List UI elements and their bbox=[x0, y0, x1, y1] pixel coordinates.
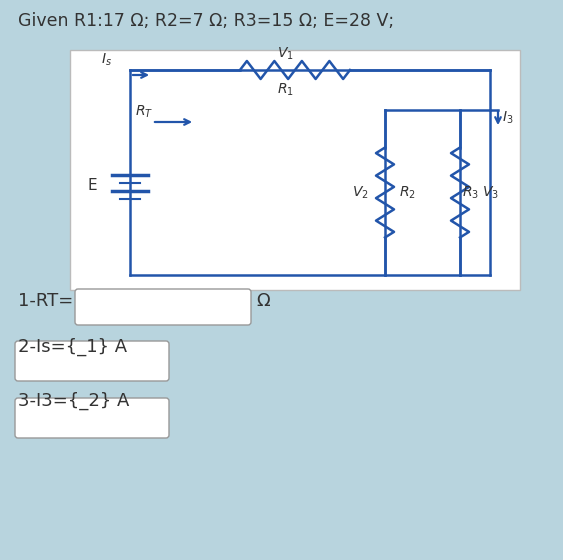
Text: $R_2$: $R_2$ bbox=[399, 184, 416, 200]
Text: E: E bbox=[87, 178, 97, 193]
Text: $I_s$: $I_s$ bbox=[101, 52, 112, 68]
Text: $V_2$: $V_2$ bbox=[352, 184, 369, 200]
Text: 3-I3={_2} A: 3-I3={_2} A bbox=[18, 392, 129, 410]
Text: $R_T$: $R_T$ bbox=[135, 104, 153, 120]
Text: $V_3$: $V_3$ bbox=[482, 184, 499, 200]
FancyBboxPatch shape bbox=[15, 341, 169, 381]
Text: 1-RT=: 1-RT= bbox=[18, 292, 73, 310]
Text: $R_1$: $R_1$ bbox=[276, 82, 293, 99]
Text: $R_3$: $R_3$ bbox=[462, 184, 479, 200]
FancyBboxPatch shape bbox=[75, 289, 251, 325]
Text: Ω: Ω bbox=[256, 292, 270, 310]
FancyBboxPatch shape bbox=[15, 398, 169, 438]
FancyBboxPatch shape bbox=[70, 50, 520, 290]
Text: Given R1:17 Ω; R2=7 Ω; R3=15 Ω; E=28 V;: Given R1:17 Ω; R2=7 Ω; R3=15 Ω; E=28 V; bbox=[18, 12, 394, 30]
Text: $I_3$: $I_3$ bbox=[502, 110, 513, 126]
Text: $V_1$: $V_1$ bbox=[276, 45, 293, 62]
Text: 2-Is={_1} A: 2-Is={_1} A bbox=[18, 338, 127, 356]
